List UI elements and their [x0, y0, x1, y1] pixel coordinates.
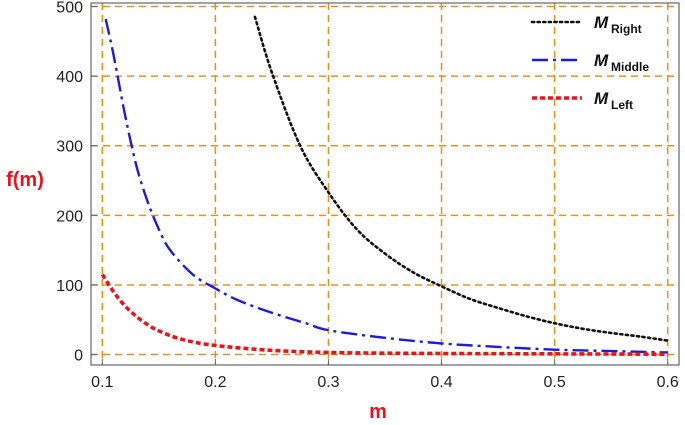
- legend-symbol: M: [594, 89, 609, 108]
- legend-item-left: M Left: [532, 89, 633, 112]
- y-tick-label: 300: [56, 139, 83, 156]
- chart-series-group: [100, 15, 669, 357]
- legend-label: Right: [611, 22, 642, 36]
- x-tick-label: 0.2: [204, 374, 226, 391]
- legend-item-middle: M Middle: [532, 51, 649, 74]
- series-line-left: [100, 273, 668, 357]
- x-tick-label: 0.1: [91, 374, 113, 391]
- legend-symbol: M: [594, 13, 609, 32]
- x-axis-label: m: [369, 401, 387, 423]
- legend-symbol: M: [594, 51, 609, 70]
- chart-ticks: 0.1 0.2 0.3 0.4 0.5 0.6 0 100 200 300 400 500: [56, 0, 679, 391]
- x-tick-label: 0.4: [430, 374, 452, 391]
- legend-label: Middle: [611, 60, 649, 74]
- y-axis-label: f(m): [6, 169, 44, 191]
- legend-item-right: M Right: [530, 13, 642, 36]
- y-tick-label: 0: [74, 348, 83, 365]
- legend-label: Left: [611, 98, 633, 112]
- series-line-right: [253, 15, 669, 342]
- y-tick-label: 500: [56, 0, 83, 16]
- chart-grid: [91, 3, 679, 365]
- y-tick-label: 400: [56, 69, 83, 86]
- series-line-middle: [104, 18, 668, 354]
- y-tick-label: 200: [56, 208, 83, 225]
- x-tick-label: 0.5: [543, 374, 565, 391]
- x-tick-label: 0.6: [657, 374, 679, 391]
- y-tick-label: 100: [56, 278, 83, 295]
- x-tick-label: 0.3: [317, 374, 339, 391]
- plot-frame: [90, 2, 680, 366]
